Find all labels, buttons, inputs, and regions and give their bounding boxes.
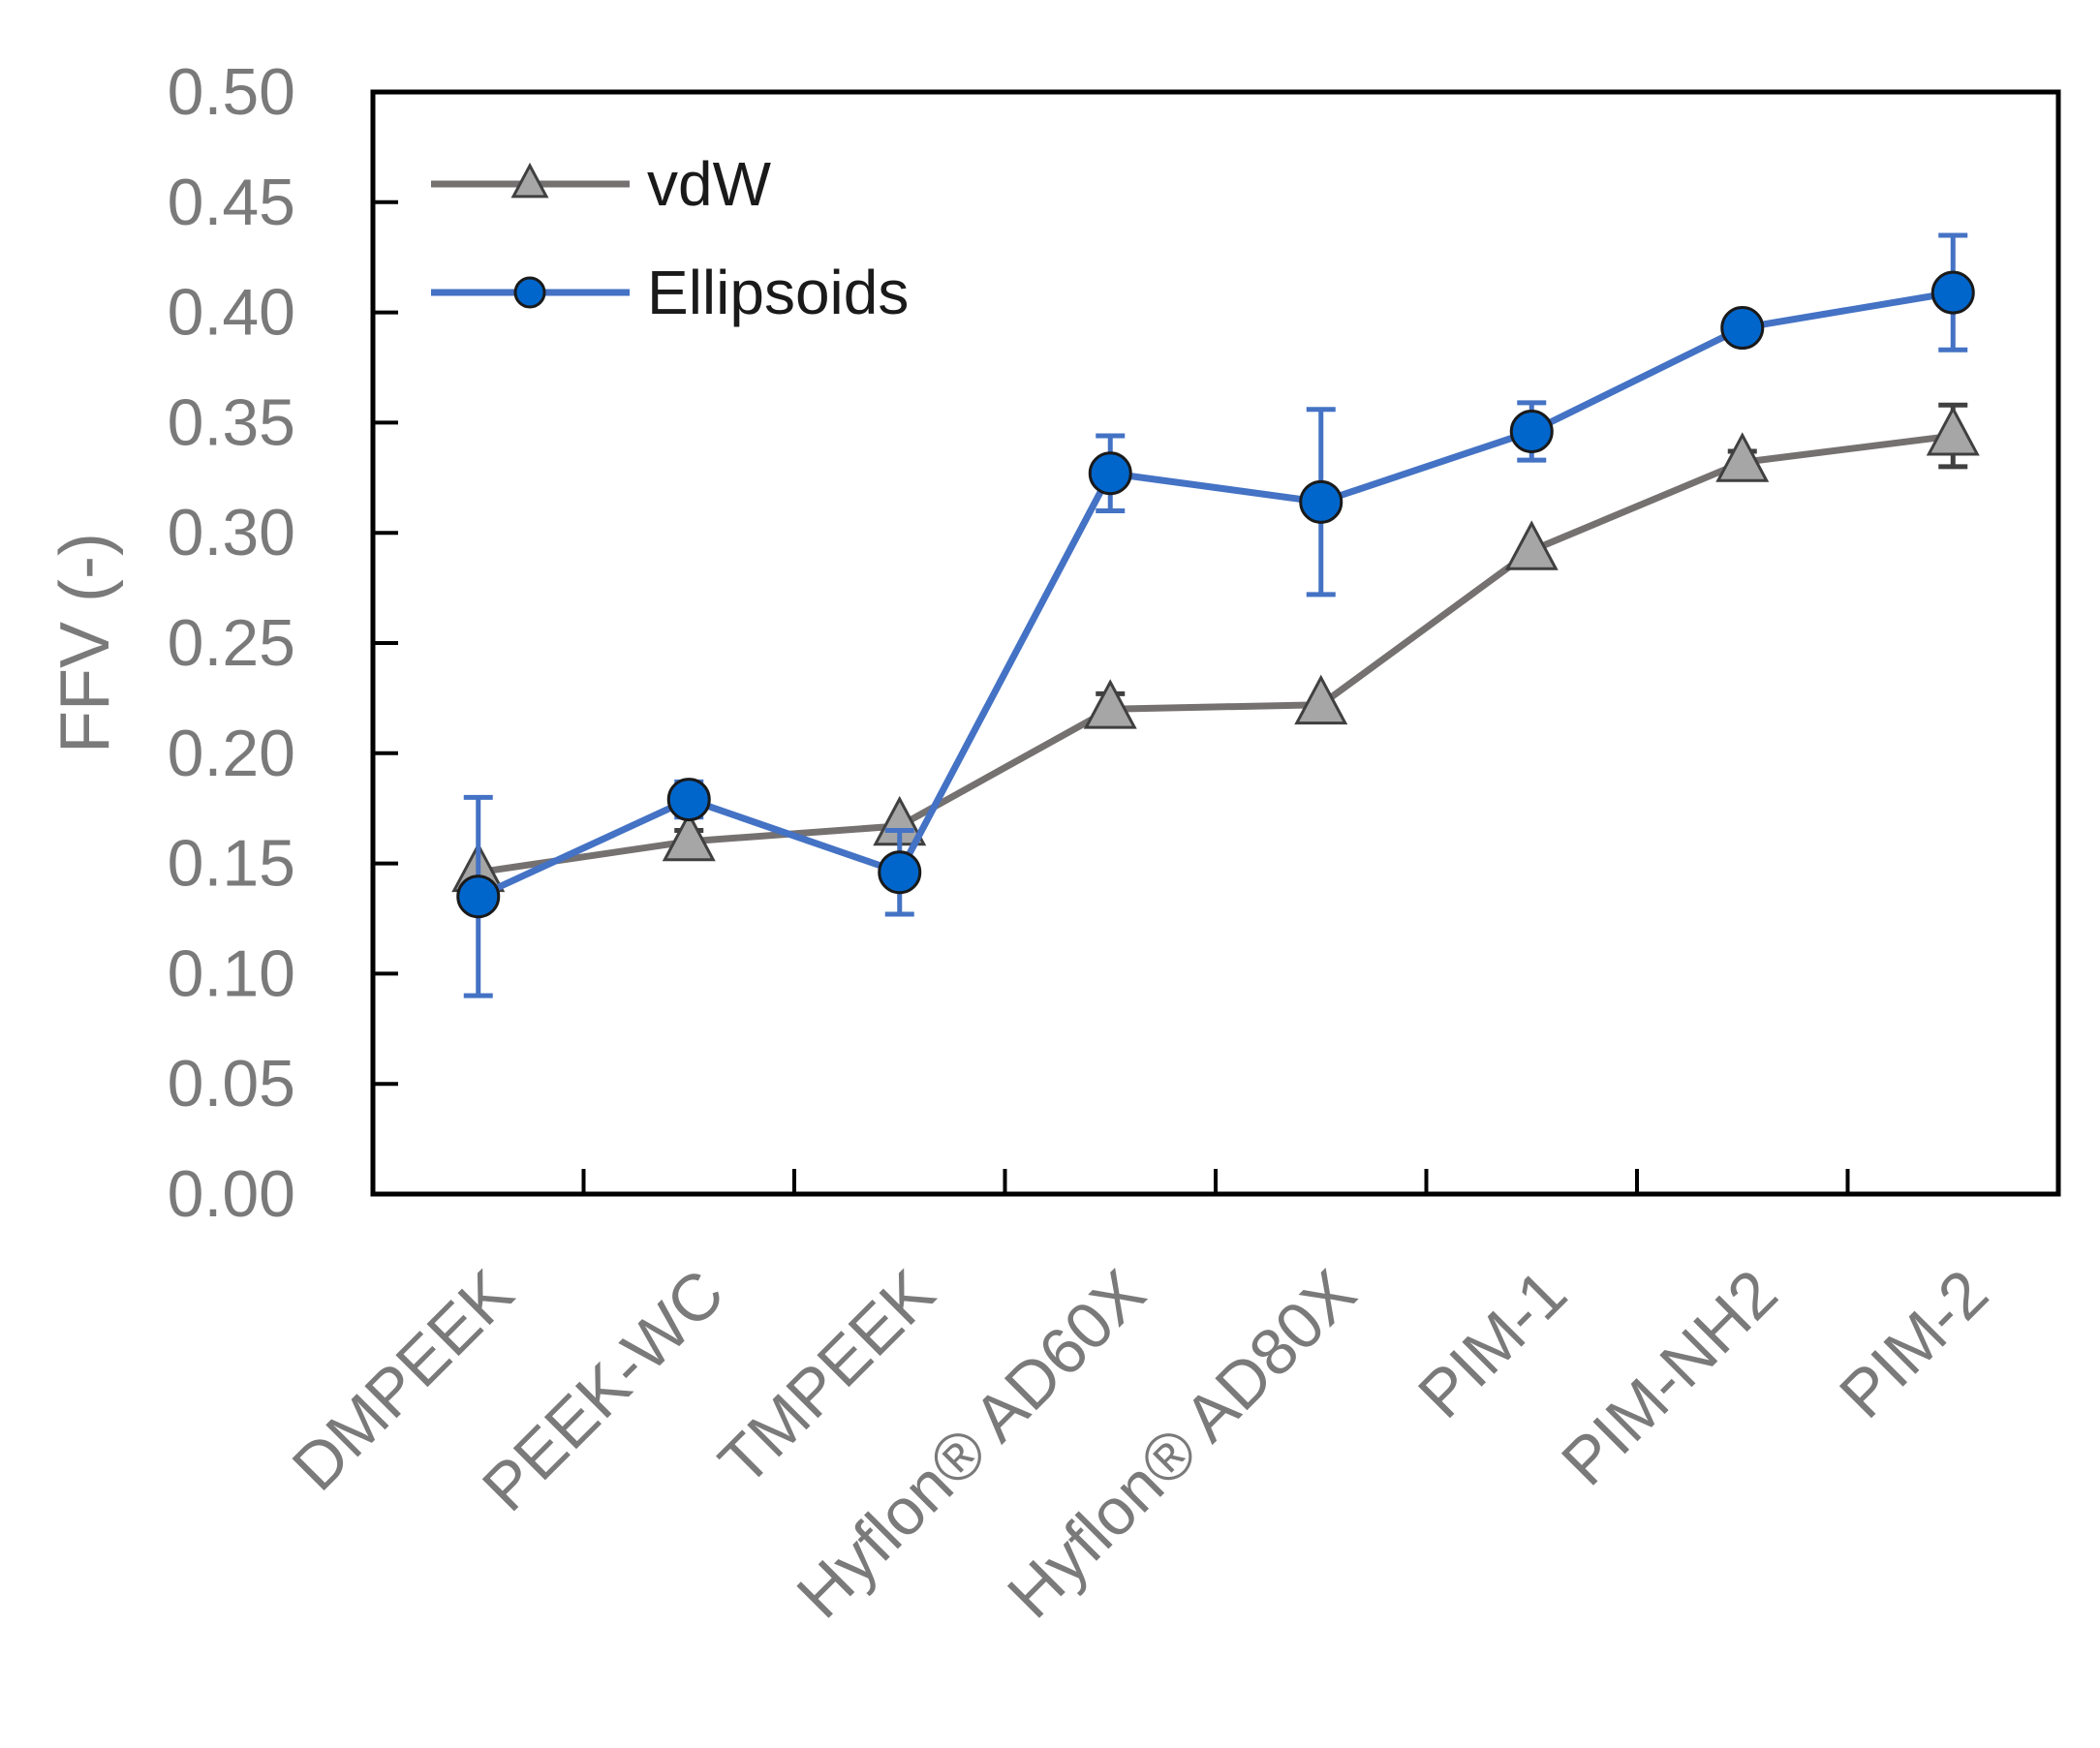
- legend-label: vdW: [647, 149, 772, 219]
- series-line: [478, 432, 1954, 876]
- y-axis: 0.00 0.05 0.10 0.15 0.20 0.25 0.30 0.35 0.40 0.45…: [168, 55, 398, 1231]
- series-line: [477, 289, 1954, 900]
- y-tick-label: 0.00: [168, 1157, 295, 1231]
- data-point: [1083, 679, 1137, 729]
- x-tick-label: PIM-2: [1826, 1256, 2002, 1432]
- legend-label: Ellipsoids: [647, 258, 909, 327]
- legend: vdW Ellipsoids: [431, 149, 909, 327]
- triangle-marker-icon: [510, 162, 549, 199]
- data-point: [1930, 270, 1975, 315]
- series-ellipsoids: [456, 232, 1975, 998]
- data-point: [1926, 405, 1980, 456]
- data-point: [1504, 520, 1559, 570]
- data-point: [1509, 410, 1554, 454]
- x-tick-label: PIM-NH2: [1548, 1256, 1791, 1499]
- data-point: [878, 850, 922, 895]
- data-point: [666, 778, 711, 822]
- data-point: [1088, 451, 1132, 496]
- x-tick-label: PIM-1: [1405, 1256, 1581, 1432]
- data-point: [1715, 432, 1770, 482]
- y-tick-label: 0.45: [168, 166, 295, 239]
- y-tick-label: 0.50: [168, 55, 295, 129]
- data-point: [1294, 674, 1348, 725]
- y-tick-label: 0.35: [168, 385, 295, 459]
- y-tick-label: 0.20: [168, 717, 295, 790]
- plot-area: [370, 89, 2061, 1197]
- legend-item-ellipsoids: Ellipsoids: [431, 258, 909, 327]
- data-point: [662, 811, 716, 862]
- circle-marker-icon: [513, 276, 546, 309]
- y-tick-label: 0.25: [168, 606, 295, 680]
- data-point: [1720, 306, 1765, 351]
- y-tick-label: 0.10: [168, 936, 295, 1010]
- data-point: [456, 874, 501, 919]
- y-tick-label: 0.15: [168, 827, 295, 901]
- data-point: [1299, 479, 1343, 524]
- y-axis-title: FFV (-): [46, 533, 124, 753]
- series-layer: [451, 232, 1980, 998]
- y-tick-label: 0.05: [168, 1047, 295, 1120]
- legend-item-vdw: vdW: [431, 149, 772, 219]
- plot-frame: [370, 89, 2061, 1197]
- y-tick-label: 0.30: [168, 496, 295, 569]
- y-tick-label: 0.40: [168, 276, 295, 350]
